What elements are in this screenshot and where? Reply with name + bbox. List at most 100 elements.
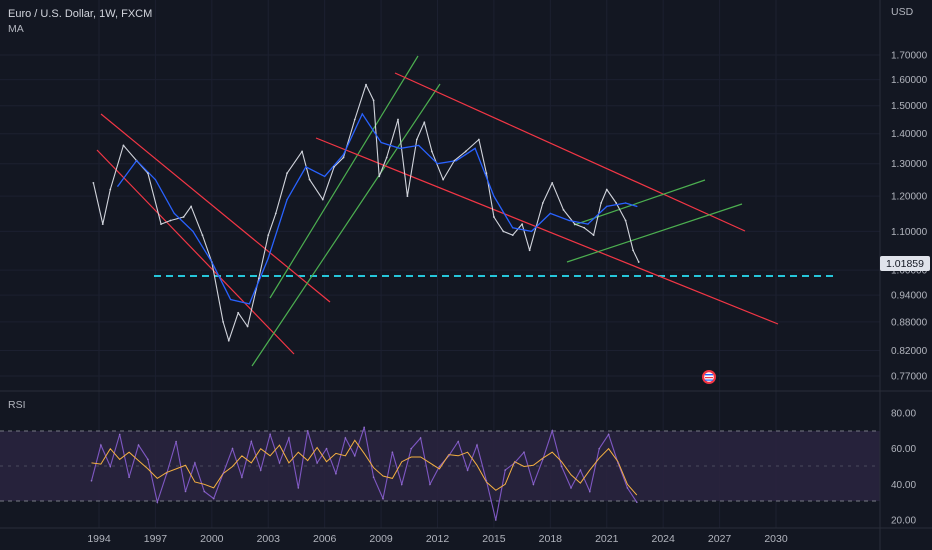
price-point xyxy=(286,172,288,175)
ma-point xyxy=(455,159,458,162)
rsi-point xyxy=(391,451,394,454)
ma-point xyxy=(380,141,382,144)
price-point xyxy=(605,188,608,191)
price-tick: 0.94000 xyxy=(891,291,928,302)
rsi-point xyxy=(542,458,544,461)
rsi-point xyxy=(165,472,168,475)
us-flag-icon[interactable] xyxy=(702,370,716,384)
channel-green-lower-1[interactable] xyxy=(251,83,441,367)
last-price-value: 1.01859 xyxy=(886,258,924,270)
trend-channels[interactable] xyxy=(96,55,779,367)
year-tick: 2000 xyxy=(200,533,224,545)
rsi-point xyxy=(325,447,328,450)
rsi-point xyxy=(607,433,610,436)
ma-points xyxy=(117,113,638,305)
price-point xyxy=(583,226,586,229)
price-point xyxy=(485,172,488,175)
price-grid xyxy=(0,0,880,528)
year-tick: 2021 xyxy=(595,533,619,545)
price-tick: 1.30000 xyxy=(891,159,928,170)
price-point xyxy=(442,178,445,181)
price-point xyxy=(222,320,225,323)
rsi-point xyxy=(128,476,130,479)
ma-point xyxy=(323,175,326,178)
rsi-point xyxy=(269,433,271,436)
rsi-point xyxy=(589,490,591,493)
year-tick: 2003 xyxy=(257,533,281,545)
rsi-point xyxy=(259,469,262,471)
ma-point xyxy=(624,202,627,204)
price-tick: 1.70000 xyxy=(891,51,928,62)
price-point xyxy=(385,156,388,159)
rsi-point xyxy=(400,483,403,486)
ma-point xyxy=(173,212,175,215)
ma-indicator-label[interactable]: MA xyxy=(8,23,24,35)
rsi-axis-ticks[interactable]: 80.00 60.00 40.00 20.00 xyxy=(891,409,916,527)
rsi-point xyxy=(147,458,149,461)
time-axis-ticks[interactable]: 1994 1997 2000 2003 2006 2009 2012 2015 2018 2021… xyxy=(87,533,788,545)
price-tick: 1.10000 xyxy=(891,227,928,238)
rsi-point xyxy=(419,437,422,439)
rsi-point xyxy=(316,462,318,464)
rsi-point xyxy=(476,444,478,446)
price-point xyxy=(146,172,149,175)
rsi-point xyxy=(306,430,309,432)
year-tick: 2012 xyxy=(426,533,450,545)
year-tick: 2009 xyxy=(369,533,393,545)
price-point xyxy=(430,150,433,153)
ma-point xyxy=(342,153,345,156)
channel-green-lower-2[interactable] xyxy=(566,203,743,263)
price-tick: 1.00000 xyxy=(891,266,928,277)
rsi-point xyxy=(494,519,497,521)
rsi-point xyxy=(278,462,281,464)
last-price-badge[interactable]: 1.01859 xyxy=(880,256,930,271)
price-point xyxy=(528,249,531,252)
price-tick: 0.82000 xyxy=(891,346,928,357)
price-point xyxy=(372,99,375,102)
rsi-point xyxy=(288,437,290,439)
currency-label[interactable]: USD xyxy=(891,6,914,18)
rsi-point xyxy=(551,430,554,432)
price-point xyxy=(321,198,324,201)
price-tick: 1.40000 xyxy=(891,129,928,140)
rsi-point xyxy=(109,465,112,468)
channel-red-lower-2[interactable] xyxy=(315,137,779,325)
price-point xyxy=(464,150,467,153)
rsi-label[interactable]: RSI xyxy=(8,399,26,411)
price-point xyxy=(632,249,634,252)
rsi-point xyxy=(344,437,347,439)
price-point xyxy=(190,205,193,208)
ma-point xyxy=(512,227,514,229)
rsi-point xyxy=(184,490,187,493)
price-point xyxy=(637,261,640,263)
price-point xyxy=(353,118,356,121)
rsi-point xyxy=(353,455,356,457)
price-point xyxy=(246,325,249,328)
channel-red-upper-2[interactable] xyxy=(394,72,746,232)
year-tick: 2006 xyxy=(313,533,337,545)
symbol-title[interactable]: Euro / U.S. Dollar, 1W, FXCM xyxy=(8,8,153,20)
price-point xyxy=(308,178,311,181)
channel-red-upper-1[interactable] xyxy=(100,113,331,303)
price-point xyxy=(274,212,277,215)
price-tick: 1.50000 xyxy=(891,101,928,112)
price-series[interactable] xyxy=(92,84,640,342)
year-tick: 1997 xyxy=(144,533,168,545)
price-points xyxy=(92,83,640,342)
rsi-point xyxy=(100,444,102,446)
rsi-ma-line[interactable] xyxy=(91,439,638,496)
price-point xyxy=(423,121,426,124)
price-axis-ticks[interactable]: 1.70000 1.60000 1.50000 1.40000 1.30000 1.200… xyxy=(891,51,928,383)
price-point xyxy=(511,234,514,237)
channel-green-upper-1[interactable] xyxy=(269,55,419,299)
year-tick: 2024 xyxy=(651,533,675,545)
ma-point xyxy=(267,257,269,259)
rsi-point xyxy=(598,447,601,450)
rsi-point xyxy=(447,455,450,457)
price-point xyxy=(415,138,418,141)
price-point xyxy=(227,339,230,342)
rsi-point xyxy=(203,490,206,493)
channel-red-lower-1[interactable] xyxy=(96,149,295,355)
ma-point xyxy=(549,212,552,215)
